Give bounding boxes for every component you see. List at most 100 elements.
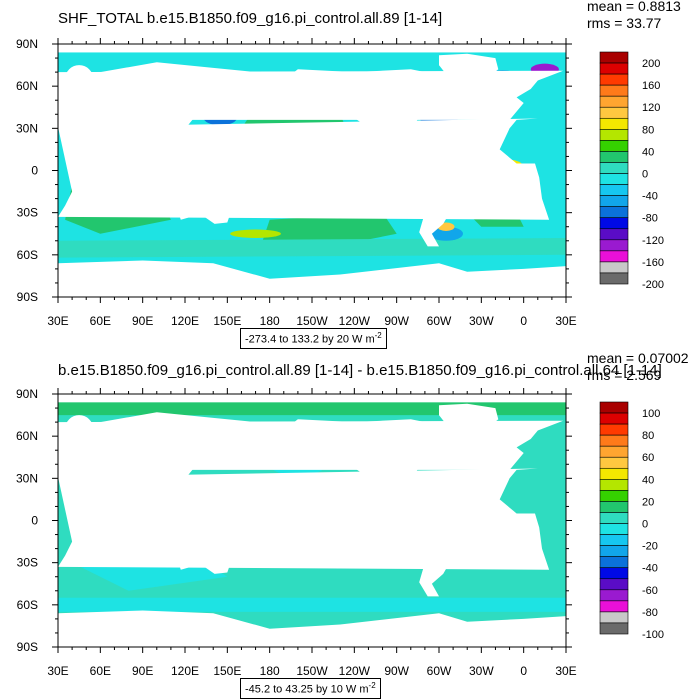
ocean-field-patch	[58, 597, 566, 612]
difference-map: 30E 60E 90E 120E 150E 180 150W 120W 90W 60W 30W 0 30…	[16, 387, 664, 678]
colorbar-swatch	[599, 501, 629, 513]
colorbar-swatch	[599, 622, 629, 635]
colorbar-label: -40	[642, 191, 658, 203]
shf-total-map: 30E 60E 90E 120E 150E 180 150W 120W 90W 60W 30W 0 30…	[16, 37, 664, 328]
colorbar-label: 200	[642, 58, 660, 70]
colorbar-label: -100	[642, 629, 664, 641]
colorbar-swatch	[599, 51, 629, 64]
colorbar-swatch	[599, 173, 629, 185]
x-tick-label: 60E	[90, 664, 111, 678]
panel-title: b.e15.B1850.f09_g16.pi_control.all.89 [1…	[58, 362, 662, 379]
colorbar-swatch	[599, 95, 629, 108]
x-tick-label: 0	[520, 314, 527, 328]
x-tick-label: 60W	[427, 314, 452, 328]
colorbar-swatch	[599, 490, 629, 502]
colorbar-label: 20	[642, 496, 654, 508]
panel-stats: mean = 0.8813 rms = 33.77	[587, 0, 681, 32]
colorbar-swatch	[599, 117, 629, 130]
colorbar-label: 40	[642, 474, 654, 486]
ocean-field-patch	[176, 534, 232, 574]
colorbar-label: -60	[642, 585, 658, 597]
colorbar-swatch	[599, 512, 629, 524]
colorbar-swatch	[599, 534, 629, 546]
y-tick-label: 90S	[17, 640, 38, 654]
colorbar-swatch	[599, 228, 629, 241]
colorbar-swatch	[599, 62, 629, 75]
range-text: -45.2 to 43.25 by 10	[245, 683, 343, 696]
y-tick-label: 60S	[17, 248, 38, 262]
ocean-field-patch	[58, 118, 550, 220]
colorbar-swatch	[599, 401, 629, 414]
y-tick-label: 90S	[17, 290, 38, 304]
units-text: W m	[352, 333, 375, 346]
colorbar-swatch	[599, 162, 629, 174]
colorbar-swatch	[599, 523, 629, 535]
ocean-field-patch	[286, 419, 475, 597]
x-tick-label: 30E	[555, 314, 576, 328]
colorbar-swatch	[599, 423, 629, 436]
units-exponent: -2	[374, 331, 382, 340]
colorbar	[599, 51, 629, 285]
colorbar-label: 100	[642, 408, 660, 420]
colorbar-swatch	[599, 84, 629, 97]
y-tick-label: 30S	[17, 206, 38, 220]
units-text: W m	[345, 683, 369, 696]
x-tick-label: 30W	[469, 314, 494, 328]
y-tick-label: 0	[31, 164, 38, 178]
x-tick-label: 30E	[47, 314, 68, 328]
x-tick-label: 30E	[555, 664, 576, 678]
colorbar-label: -200	[642, 279, 664, 291]
colorbar-swatch	[599, 239, 629, 252]
colorbar-swatch	[599, 467, 629, 480]
contour-range-label: -45.2 to 43.25 by 10 W m-2	[240, 678, 381, 699]
x-tick-label: 120W	[339, 314, 371, 328]
colorbar-swatch	[599, 206, 629, 219]
colorbar-swatch	[599, 261, 629, 274]
colorbar-swatch	[599, 567, 629, 580]
shf-total-panel: SHF_TOTAL b.e15.B1850.f09_g16.pi_control…	[16, 0, 681, 349]
x-tick-label: 120W	[339, 664, 371, 678]
y-tick-label: 0	[31, 514, 38, 528]
x-tick-label: 0	[520, 664, 527, 678]
y-tick-label: 30N	[16, 471, 38, 485]
ocean-field-patch	[65, 65, 94, 94]
colorbar-swatch	[599, 129, 629, 141]
x-tick-label: 90E	[132, 664, 153, 678]
colorbar-swatch	[599, 184, 629, 196]
colorbar-label: 80	[642, 124, 654, 136]
x-tick-label: 90E	[132, 314, 153, 328]
colorbar-label: -80	[642, 607, 658, 619]
ocean-field	[58, 52, 566, 297]
colorbar-swatch	[599, 479, 629, 491]
ocean-field-patch	[58, 70, 564, 120]
colorbar-swatch	[599, 445, 629, 458]
contour-range-label: -273.4 to 133.2 by 20 W m-2	[240, 328, 387, 349]
colorbar-swatch	[599, 272, 629, 285]
colorbar-label: -120	[642, 235, 664, 247]
panel-stats: mean = 0.07002 rms = 2.569	[587, 350, 689, 384]
panel-title: SHF_TOTAL b.e15.B1850.f09_g16.pi_control…	[58, 10, 443, 27]
colorbar-swatch	[599, 151, 629, 163]
colorbar-swatch	[599, 556, 629, 569]
ocean-field-patch	[58, 468, 550, 570]
x-tick-label: 180	[260, 664, 280, 678]
colorbar-label: 80	[642, 430, 654, 442]
ocean-field-patch	[262, 212, 397, 248]
ocean-field-patch	[286, 69, 475, 247]
colorbar	[599, 401, 629, 635]
colorbar-swatch	[599, 434, 629, 447]
x-tick-label: 30E	[47, 664, 68, 678]
x-tick-label: 150W	[296, 314, 328, 328]
colorbar-swatch	[599, 106, 629, 119]
colorbar-label: -160	[642, 257, 664, 269]
rms-stat: rms = 33.77	[587, 15, 662, 31]
range-text: -273.4 to 133.2 by 20	[245, 333, 349, 346]
y-tick-label: 60N	[16, 79, 38, 93]
x-tick-label: 150E	[213, 664, 241, 678]
x-tick-label: 90W	[384, 314, 409, 328]
x-tick-label: 120E	[171, 664, 199, 678]
y-tick-label: 30S	[17, 556, 38, 570]
colorbar-swatch	[599, 140, 629, 152]
colorbar-swatch	[599, 456, 629, 469]
colorbar-swatch	[599, 600, 629, 613]
